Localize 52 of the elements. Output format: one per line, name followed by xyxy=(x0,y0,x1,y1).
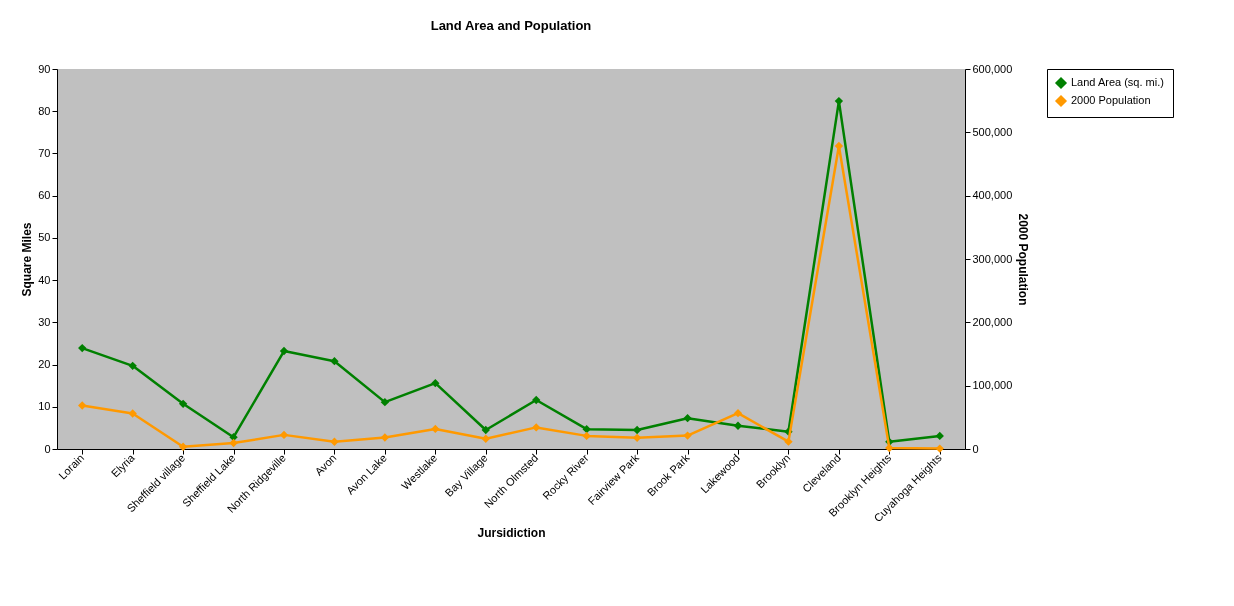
point xyxy=(279,430,289,440)
point xyxy=(632,433,642,443)
y-tick-label: 30 xyxy=(38,315,51,328)
y-tick-label: 60 xyxy=(38,189,51,202)
point xyxy=(178,442,188,451)
y2-tick-label: 400,000 xyxy=(972,189,1013,202)
point xyxy=(279,346,289,356)
point xyxy=(128,409,137,418)
point xyxy=(128,361,137,371)
y2-tick-label: 500,000 xyxy=(972,125,1013,138)
point xyxy=(380,433,390,442)
point xyxy=(532,423,541,432)
y-tick-label: 50 xyxy=(38,231,51,244)
y-tick-label: 80 xyxy=(38,104,51,117)
point xyxy=(733,421,743,430)
point xyxy=(431,424,440,434)
point xyxy=(582,431,591,441)
point xyxy=(683,413,692,423)
legend-label: 2000 Population xyxy=(1071,94,1151,106)
y2-tick-label: 300,000 xyxy=(972,252,1013,265)
y2-tick-label: 600,000 xyxy=(972,62,1013,75)
y-tick-label: 70 xyxy=(38,146,51,159)
point xyxy=(178,399,188,409)
y-tick-label: 20 xyxy=(38,358,51,371)
y2-tick-label: 100,000 xyxy=(972,379,1013,392)
point xyxy=(935,444,944,453)
point xyxy=(229,438,238,448)
point xyxy=(380,397,390,407)
y-tick-label: 90 xyxy=(38,62,51,75)
y2-axis-title: 2000 Population xyxy=(1016,213,1031,306)
point xyxy=(733,408,743,418)
y-tick-label: 10 xyxy=(38,400,51,413)
point xyxy=(532,395,541,405)
point xyxy=(784,437,793,446)
point xyxy=(885,443,894,453)
legend-label: Land Area (sq. mi.) xyxy=(1071,76,1164,88)
point xyxy=(431,378,440,388)
point xyxy=(330,437,339,446)
point xyxy=(935,431,944,441)
y2-tick-label: 0 xyxy=(972,442,979,455)
y-tick-label: 40 xyxy=(38,273,51,286)
point xyxy=(481,434,490,443)
y-axis-title: Square Miles xyxy=(20,222,35,297)
point xyxy=(78,343,87,353)
y-tick-label: 0 xyxy=(44,442,51,455)
x-axis-title: Jursidiction xyxy=(477,526,546,541)
point xyxy=(78,401,87,410)
point xyxy=(683,431,692,440)
point xyxy=(330,356,339,366)
y2-tick-label: 200,000 xyxy=(972,315,1013,328)
chart-title: Land Area and Population xyxy=(430,18,592,33)
point xyxy=(481,425,490,435)
